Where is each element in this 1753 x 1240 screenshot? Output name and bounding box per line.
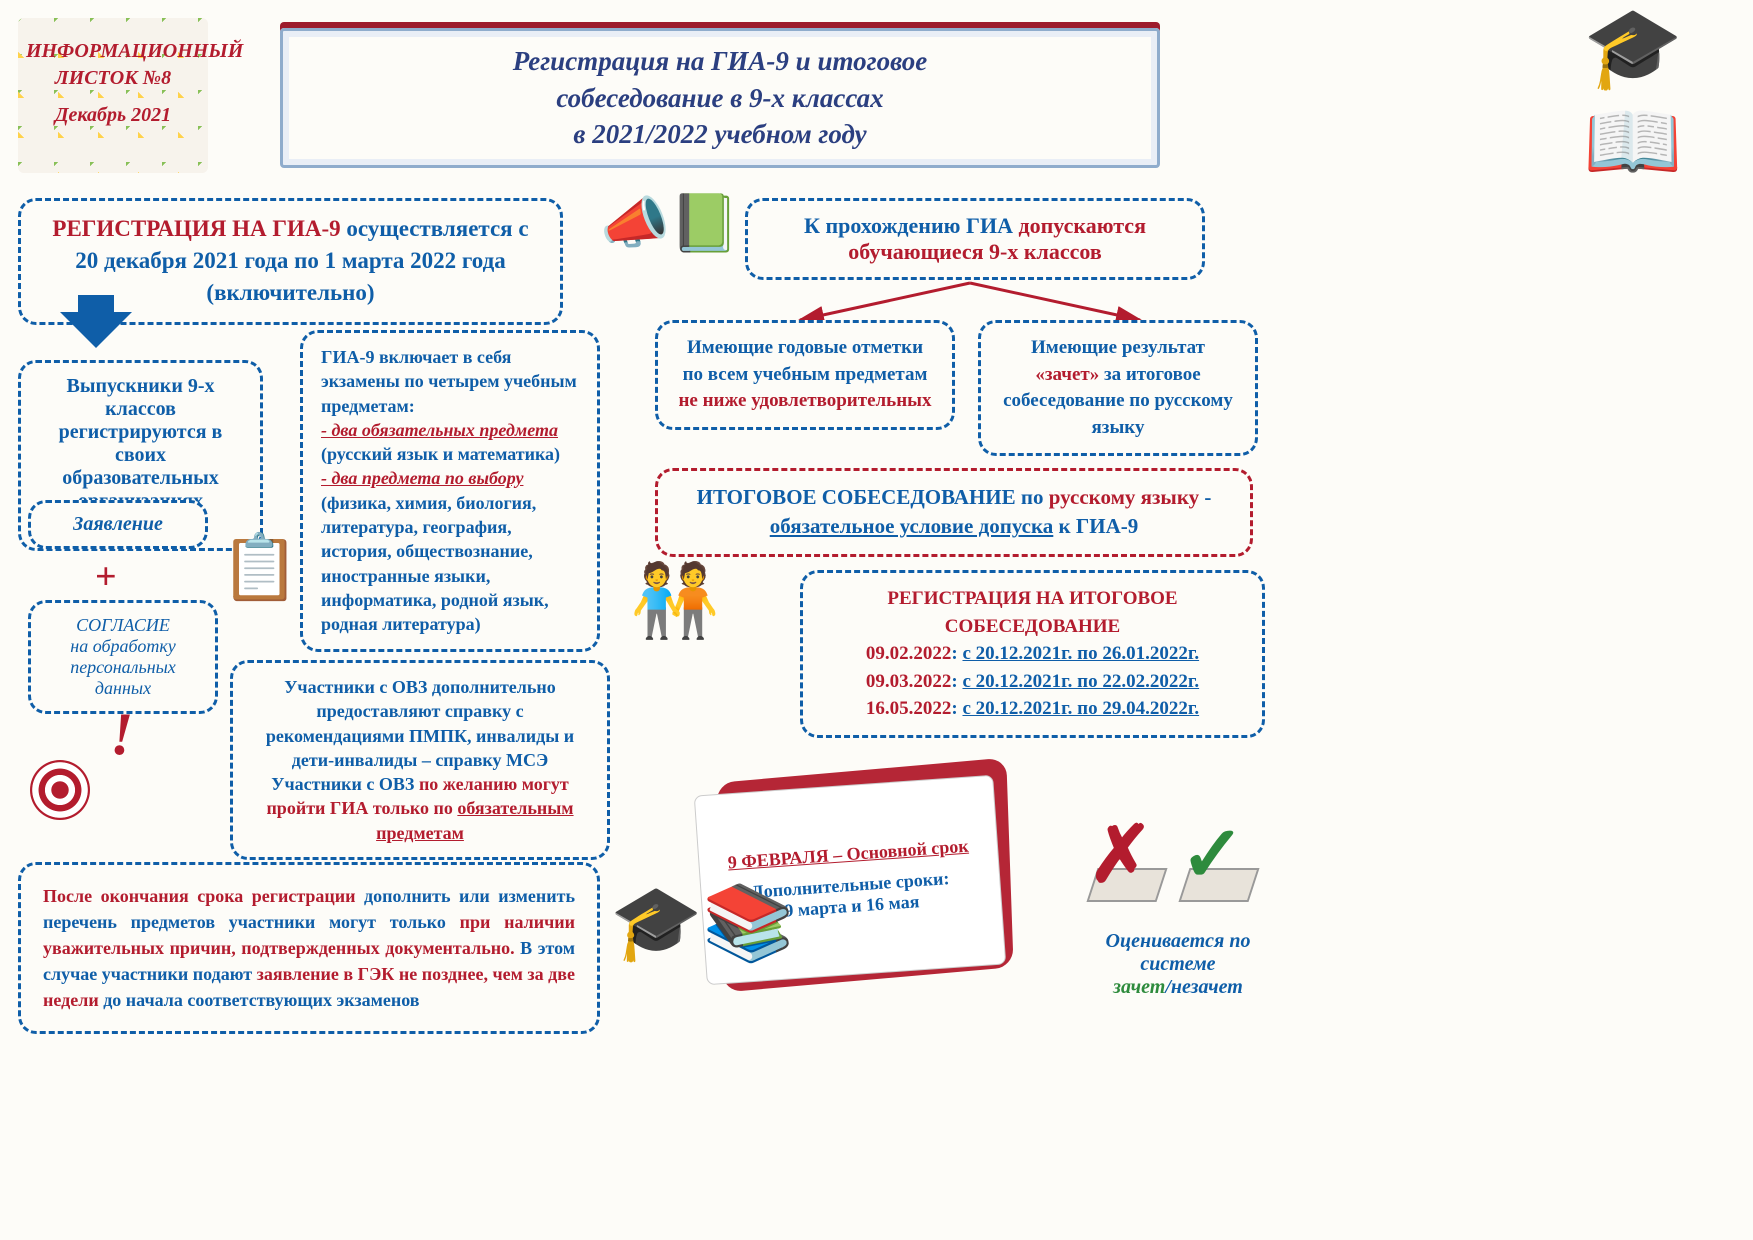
plus-icon: + [95, 555, 117, 599]
b5-r2: - два предмета по выбору [321, 466, 579, 490]
eval-a: Оценивается по системе [1106, 930, 1251, 975]
b11-d: обязательное условие допуска [770, 514, 1054, 538]
b12-d1: 09.02.2022 [866, 643, 952, 664]
b12-d3: 16.05.2022 [866, 698, 952, 719]
b11-a: ИТОГОВОЕ СОБЕСЕДОВАНИЕ по [697, 485, 1049, 509]
check-mark-icon: ✓ [1180, 810, 1245, 900]
info-badge: ИНФОРМАЦИОННЫЙ ЛИСТОК №8 Декабрь 2021 [18, 18, 208, 173]
admission-box: К прохождению ГИА допускаются обучающиес… [745, 198, 1205, 280]
target-icon [30, 760, 90, 820]
evaluation-text: Оценивается по системе зачет/незачет [1078, 930, 1278, 999]
b12-r3: с 20.12.2021г. по 29.04.2022г. [962, 698, 1199, 719]
meeting-icon: 🧑‍🤝‍🧑 [630, 558, 720, 643]
badge-l1: ИНФОРМАЦИОННЫЙ [26, 38, 200, 65]
yearly-grades-box: Имеющие годовые отметки по всем учебным … [655, 320, 955, 430]
gia-subjects-box: ГИА-9 включает в себя экзамены по четыре… [300, 330, 600, 652]
title-l2: собеседование в 9-х классах [556, 80, 883, 116]
badge-l2: ЛИСТОК №8 [26, 65, 200, 92]
application-box: Заявление [28, 500, 208, 549]
b12-d2: 09.03.2022 [866, 671, 952, 692]
eval-b: зачет [1113, 976, 1165, 998]
interview-registration-box: РЕГИСТРАЦИЯ НА ИТОГОВОЕ СОБЕСЕДОВАНИЕ 09… [800, 570, 1265, 738]
b11-c: - [1199, 485, 1211, 509]
eval-d: незачет [1171, 976, 1243, 998]
megaphone-icon: 📣📗 [600, 190, 739, 256]
b7-p6: до начала соответствующих экзаменов [99, 990, 420, 1010]
b12-r2: с 20.12.2021г. по 22.02.2022г. [962, 671, 1199, 692]
b5-p2: (физика, химия, биология, литература, ге… [321, 491, 579, 637]
exclamation-icon: ! [110, 700, 133, 769]
title-l1: Регистрация на ГИА-9 и итоговое [513, 43, 928, 79]
b11-e: к ГИА-9 [1053, 514, 1138, 538]
main-title: Регистрация на ГИА-9 и итоговое собеседо… [280, 28, 1160, 168]
b12-r1: с 20.12.2021г. по 26.01.2022г. [962, 643, 1199, 664]
b12-h: РЕГИСТРАЦИЯ НА ИТОГОВОЕ СОБЕСЕДОВАНИЕ [821, 585, 1244, 640]
zachet-result-box: Имеющие результат «зачет» за итоговое со… [978, 320, 1258, 456]
b5-p1: (русский язык и математика) [321, 442, 579, 466]
title-l3: в 2021/2022 учебном году [573, 116, 866, 152]
graduate-icon: 🎓📖 [1583, 30, 1713, 160]
b1-highlight: РЕГИСТРАЦИЯ НА ГИА-9 [52, 216, 346, 241]
consent-box: СОГЛАСИЕ на обработку персональных данны… [28, 600, 218, 714]
b4-l1: СОГЛАСИЕ [49, 615, 197, 636]
arrow-down-icon [60, 312, 132, 348]
b11-b: русскому языку [1049, 485, 1199, 509]
b6-l2a: Участники с ОВЗ [271, 774, 419, 794]
b4-l2: на обработку персональных данных [49, 636, 197, 699]
deadline-change-box: После окончания срока регистрации дополн… [18, 862, 600, 1034]
b7-p1: После окончания срока регистрации [43, 886, 364, 906]
cal-main: 9 ФЕВРАЛЯ – Основной срок [727, 835, 969, 873]
b10-b: «зачет» [1035, 364, 1099, 385]
b5-r1: - два обязательных предмета [321, 418, 579, 442]
books-icon: 🎓📚 [610, 880, 794, 967]
x-mark-icon: ✗ [1088, 810, 1153, 900]
interview-requirement-box: ИТОГОВОЕ СОБЕСЕДОВАНИЕ по русскому языку… [655, 468, 1253, 557]
b6-l1: Участники с ОВЗ дополнительно предоставл… [251, 675, 589, 772]
ovz-box: Участники с ОВЗ дополнительно предоставл… [230, 660, 610, 860]
b10-a: Имеющие результат [1031, 337, 1205, 358]
b9-b: не ниже удовлетворительных [678, 390, 931, 411]
b8-a: К прохождению ГИА [804, 213, 1018, 238]
badge-l3: Декабрь 2021 [26, 102, 200, 129]
b5-head: ГИА-9 включает в себя экзамены по четыре… [321, 345, 579, 418]
b9-a: Имеющие годовые отметки по всем учебным … [683, 337, 928, 385]
